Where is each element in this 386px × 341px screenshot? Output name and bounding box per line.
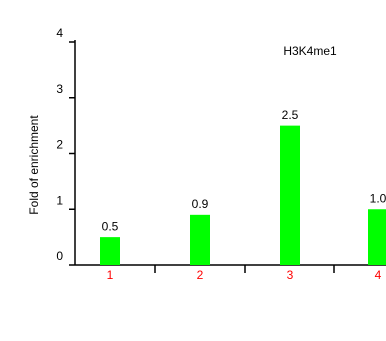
x-tick-label: 3	[287, 268, 294, 282]
bar	[280, 125, 300, 265]
y-axis-title: Fold of enrichment	[27, 115, 41, 215]
y-tick-label: 2	[56, 138, 63, 152]
y-tick-label: 1	[56, 193, 63, 207]
x-tick-label: 1	[107, 268, 114, 282]
value-label: 0.9	[192, 197, 209, 211]
x-tick-label: 2	[197, 268, 204, 282]
bar	[100, 237, 120, 265]
y-tick-label: 3	[56, 82, 63, 96]
y-tick-label: 4	[56, 26, 63, 40]
annotation: H3K4me1	[283, 44, 337, 58]
bar	[368, 209, 386, 265]
value-label: 0.5	[102, 219, 119, 233]
x-tick-label: 4	[375, 268, 382, 282]
value-label: 2.5	[282, 108, 299, 122]
value-label: 1.0	[370, 191, 386, 205]
bar	[190, 214, 210, 265]
y-tick-label: 0	[56, 249, 63, 263]
